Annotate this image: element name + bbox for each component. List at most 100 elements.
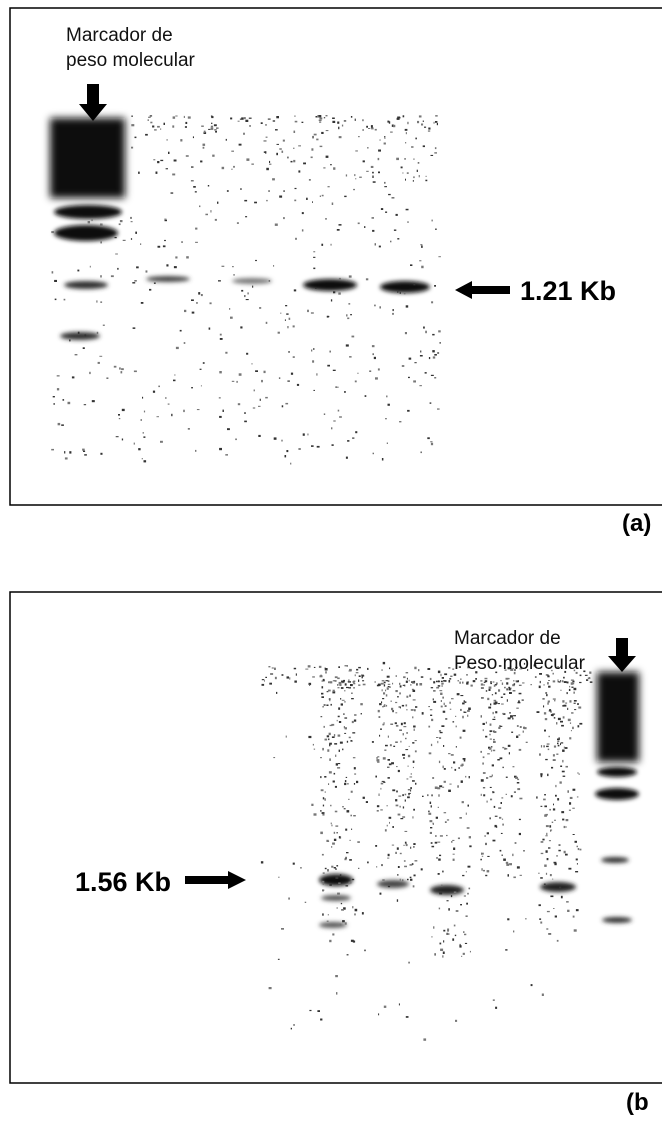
- speckle: [414, 750, 417, 753]
- speckle: [244, 412, 246, 414]
- speckle: [336, 832, 338, 834]
- speckle: [450, 675, 453, 677]
- speckle: [504, 669, 507, 671]
- speckle: [569, 737, 572, 740]
- speckle: [157, 161, 160, 164]
- speckle: [87, 221, 90, 224]
- speckle: [444, 705, 447, 707]
- speckle: [315, 287, 317, 289]
- speckle: [401, 365, 405, 367]
- speckle: [484, 680, 488, 683]
- speckle: [507, 667, 511, 670]
- speckle: [329, 743, 331, 747]
- speckle: [286, 450, 289, 453]
- speckle: [356, 668, 359, 671]
- speckle: [407, 409, 410, 412]
- speckle: [237, 120, 240, 122]
- speckle: [391, 197, 395, 199]
- speckle: [155, 171, 158, 174]
- speckle: [562, 749, 565, 752]
- speckle: [490, 798, 493, 801]
- speckle: [350, 314, 352, 316]
- speckle: [183, 342, 186, 344]
- speckle: [520, 666, 523, 669]
- marker-label: peso molecular: [66, 50, 196, 71]
- speckle: [427, 437, 430, 440]
- speckle: [343, 726, 345, 729]
- speckle: [378, 245, 381, 248]
- speckle: [402, 806, 405, 809]
- speckle: [403, 676, 406, 679]
- speckle: [357, 372, 359, 374]
- speckle: [320, 810, 322, 812]
- speckle: [100, 301, 103, 303]
- speckle: [322, 882, 324, 885]
- speckle: [410, 846, 412, 849]
- speckle: [331, 427, 333, 430]
- speckle: [435, 835, 437, 837]
- speckle: [494, 815, 498, 817]
- speckle: [552, 698, 556, 700]
- speckle: [437, 408, 440, 410]
- speckle: [300, 867, 302, 869]
- speckle: [375, 775, 377, 778]
- speckle: [325, 130, 329, 132]
- speckle: [465, 812, 467, 815]
- speckle: [411, 146, 414, 148]
- speckle: [172, 116, 176, 119]
- speckle: [482, 684, 485, 686]
- speckle: [513, 680, 515, 682]
- speckle: [255, 259, 257, 262]
- speckle: [463, 759, 466, 762]
- speckle: [285, 305, 288, 307]
- speckle: [425, 179, 428, 182]
- speckle: [358, 679, 360, 682]
- speckle: [480, 750, 482, 753]
- speckle: [307, 665, 311, 668]
- speckle: [329, 742, 332, 745]
- speckle: [412, 816, 414, 819]
- speckle: [399, 729, 402, 731]
- speckle: [427, 794, 429, 797]
- speckle: [438, 858, 441, 861]
- speckle: [518, 684, 522, 686]
- speckle: [512, 668, 514, 670]
- speckle: [336, 386, 339, 388]
- speckle: [573, 702, 576, 704]
- speckle: [380, 682, 384, 685]
- speckle: [259, 398, 261, 401]
- speckle: [434, 152, 437, 154]
- speckle: [263, 140, 267, 142]
- speckle: [265, 136, 268, 138]
- speckle: [458, 767, 460, 769]
- speckle: [459, 736, 462, 739]
- speckle: [121, 368, 124, 371]
- speckle: [465, 871, 467, 873]
- speckle: [436, 686, 440, 689]
- speckle: [485, 874, 488, 877]
- speckle: [311, 445, 314, 447]
- speckle: [376, 757, 378, 759]
- speckle: [190, 180, 194, 182]
- speckle: [372, 181, 376, 183]
- speckle: [343, 713, 345, 715]
- speckle: [200, 294, 203, 297]
- speckle: [547, 682, 549, 685]
- speckle: [286, 676, 289, 679]
- speckle: [480, 687, 484, 689]
- speckle: [513, 930, 515, 933]
- speckle: [438, 760, 441, 764]
- speckle: [324, 668, 328, 671]
- speckle: [468, 776, 470, 779]
- speckle: [210, 115, 213, 117]
- speckle: [380, 809, 383, 811]
- speckle: [549, 709, 552, 712]
- speckle: [439, 342, 441, 344]
- speckle: [117, 267, 119, 270]
- speckle: [358, 675, 361, 677]
- speckle: [374, 243, 376, 246]
- speckle: [265, 676, 267, 678]
- speckle: [575, 858, 578, 861]
- speckle: [99, 355, 103, 357]
- speckle: [96, 331, 99, 335]
